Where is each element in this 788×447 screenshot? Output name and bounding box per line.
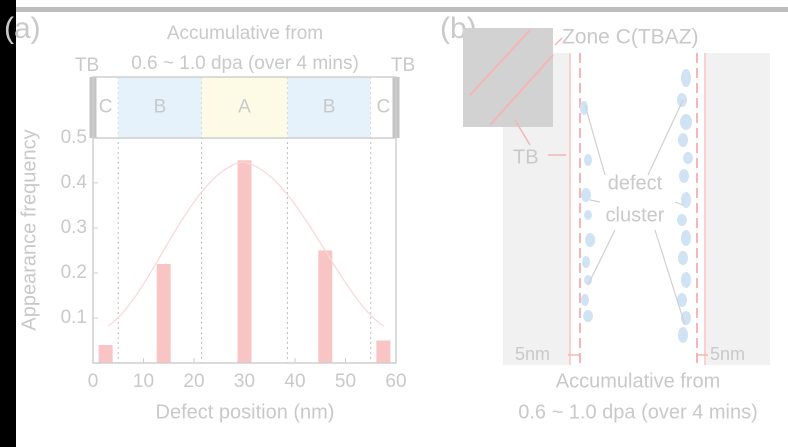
x-tick-label: 50 <box>335 371 356 392</box>
zone-label: C <box>99 97 113 118</box>
chart-subtitle: 0.6 ~ 1.0 dpa (over 4 mins) <box>131 53 359 74</box>
panel-label: (a) <box>4 12 41 45</box>
x-tick-label: 30 <box>234 371 255 392</box>
y-tick-label: 0.3 <box>61 217 87 238</box>
defect-cluster <box>679 169 689 183</box>
defect-cluster <box>678 327 688 343</box>
x-tick-label: 0 <box>88 371 99 392</box>
bar <box>99 345 113 363</box>
plot-area: C B A B C 0 10 20 30 40 50 60 0.1 0.2 0.3 0.4 0.5 <box>61 77 407 392</box>
arrow <box>555 38 562 45</box>
defect-cluster <box>681 230 691 246</box>
x-tick-label: 10 <box>133 371 154 392</box>
y-tick-label: 0.5 <box>61 127 87 148</box>
zone-label: B <box>154 97 167 118</box>
left-border <box>0 0 16 447</box>
figure: (a) Accumulative from 0.6 ~ 1.0 dpa (ove… <box>0 0 788 447</box>
x-tick-label: 60 <box>385 371 406 392</box>
bar <box>157 264 171 363</box>
defect-cluster <box>681 69 691 87</box>
y-axis-label: Appearance frequency <box>18 129 40 330</box>
y-tick-label: 0.2 <box>61 262 87 283</box>
width-label: 5nm <box>515 344 550 364</box>
tb-label: TB <box>391 55 415 76</box>
chart-title: Accumulative from <box>167 23 323 44</box>
zone-label: B <box>323 97 336 118</box>
bar <box>318 250 332 363</box>
defect-cluster <box>677 93 687 107</box>
defect-cluster <box>583 310 593 322</box>
caption: Accumulative from <box>556 370 721 392</box>
defect-cluster <box>581 188 591 202</box>
zone-label: Zone C(TBAZ) <box>562 26 699 49</box>
y-tick-label: 0.4 <box>61 172 88 193</box>
defect-cluster <box>584 154 592 166</box>
top-border <box>0 7 788 12</box>
zone-label: C <box>377 97 391 118</box>
defect-cluster <box>681 192 691 208</box>
tb-label: TB <box>513 146 539 168</box>
caption: 0.6 ~ 1.0 dpa (over 4 mins) <box>518 401 758 423</box>
bar <box>376 340 390 363</box>
zone-label: A <box>238 97 251 118</box>
tb-label: TB <box>75 55 99 76</box>
defect-cluster <box>683 152 693 164</box>
defect-cluster <box>678 251 688 265</box>
x-tick-label: 20 <box>183 371 204 392</box>
cluster-label: cluster <box>606 204 665 226</box>
defect-cluster <box>680 114 692 130</box>
bar <box>238 160 252 363</box>
defect-cluster <box>681 272 691 288</box>
defect-cluster <box>581 294 589 306</box>
defect-cluster <box>585 233 595 247</box>
x-axis-label: Defect position (nm) <box>156 401 335 423</box>
width-label: 5nm <box>710 344 745 364</box>
cluster-label: defect <box>608 172 663 194</box>
page: (a) Accumulative from 0.6 ~ 1.0 dpa (ove… <box>0 0 788 447</box>
defect-cluster <box>678 133 688 147</box>
x-tick-label: 40 <box>284 371 305 392</box>
defect-cluster <box>584 210 592 220</box>
inset-image <box>463 28 553 127</box>
defect-cluster <box>582 256 590 268</box>
defect-cluster <box>677 214 687 226</box>
y-tick-label: 0.1 <box>61 307 87 328</box>
